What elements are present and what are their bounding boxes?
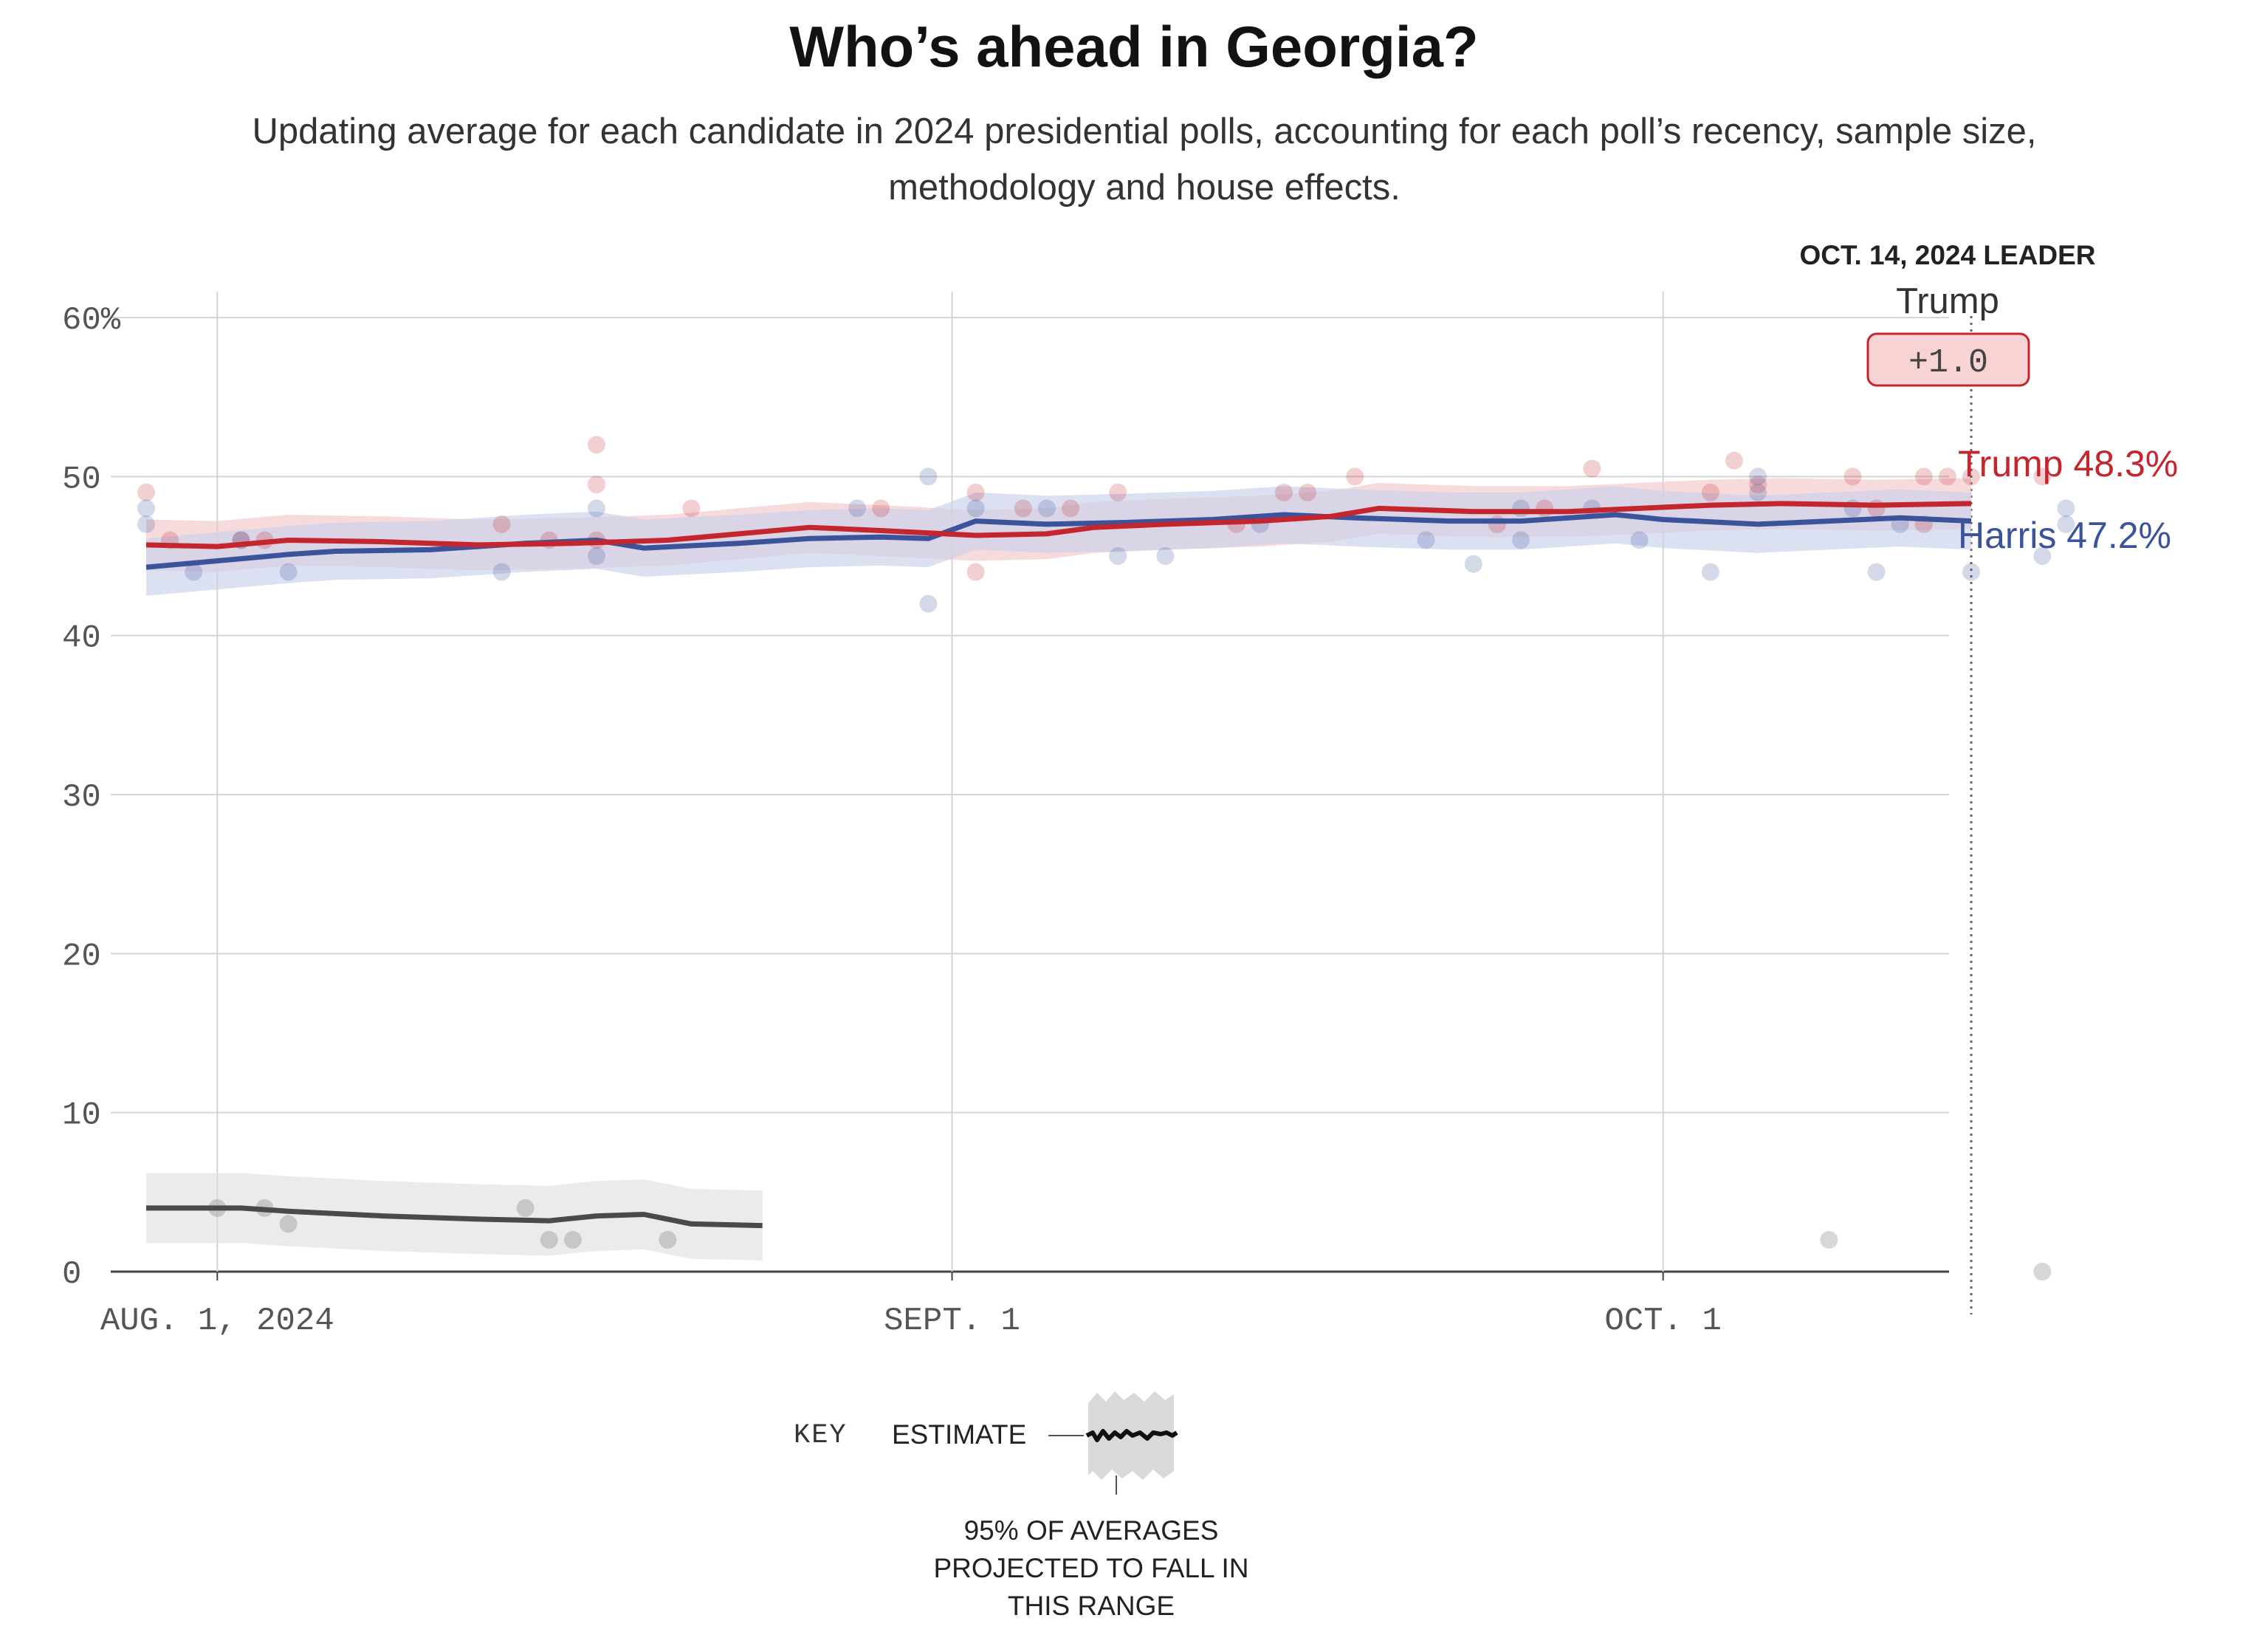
harris-poll-dot xyxy=(1867,563,1886,581)
harris-poll-dot xyxy=(848,499,867,518)
harris-poll-dot xyxy=(2033,547,2052,565)
trump-poll-dot xyxy=(872,499,890,518)
harris-poll-dot xyxy=(919,594,938,613)
key-label: KEY xyxy=(794,1420,848,1451)
trump-poll-dot xyxy=(1701,483,1719,501)
trump-poll-dot xyxy=(1938,467,1956,486)
key-range-text-2: PROJECTED TO FALL IN xyxy=(934,1553,1249,1583)
axis-labels: 0 10 20 30 40 50 60% AUG. 1, 2024 SEPT. 1 OCT. 1 xyxy=(62,302,1722,1340)
trump-poll-dot xyxy=(1488,515,1506,533)
key-estimate-label: ESTIMATE xyxy=(892,1419,1026,1450)
leader-heading: OCT. 14, 2024 LEADER xyxy=(1800,240,2096,270)
harris-poll-dot xyxy=(587,499,605,518)
harris-poll-dot xyxy=(587,547,605,565)
harris-poll-dot xyxy=(1037,499,1056,518)
harris-poll-dot xyxy=(1417,531,1435,549)
trump-poll-dot xyxy=(1536,499,1554,518)
trump-poll-dot xyxy=(966,563,985,581)
harris-poll-dot xyxy=(1630,531,1649,549)
harris-poll-dot xyxy=(1962,563,1980,581)
trump-poll-dot xyxy=(1583,459,1601,478)
harris-poll-dot xyxy=(2057,515,2075,533)
y-tick-label: 60% xyxy=(62,302,121,339)
trump-end-label: Trump 48.3% xyxy=(1958,443,2178,484)
y-tick-label: 30 xyxy=(62,779,101,816)
trump-average-line xyxy=(145,501,1972,549)
harris-average-line xyxy=(145,512,1972,570)
trump-poll-dot xyxy=(1274,483,1293,501)
harris-poll-dot xyxy=(1512,531,1530,549)
y-tick-label: 40 xyxy=(62,620,101,657)
trump-poll-dot xyxy=(1299,483,1317,501)
leader-callout: OCT. 14, 2024 LEADER Trump +1.0 xyxy=(1800,240,2096,387)
y-tick-label: 20 xyxy=(62,938,101,975)
x-tick-label: OCT. 1 xyxy=(1604,1303,1721,1340)
harris-poll-dot xyxy=(1109,547,1127,565)
harris-poll-dot xyxy=(966,499,985,518)
harris-poll-dot xyxy=(279,563,298,581)
harris-poll-dot xyxy=(1701,563,1719,581)
trump-poll-dot xyxy=(1867,499,1886,518)
harris-poll-dot xyxy=(2057,499,2075,518)
harris-end-label: Harris 47.2% xyxy=(1958,515,2171,556)
chart-subtitle: Updating average for each candidate in 2… xyxy=(252,112,2037,208)
other-poll-dot xyxy=(659,1230,677,1249)
y-tick-label: 50 xyxy=(62,461,101,498)
trump-poll-dot xyxy=(1725,451,1743,470)
x-tick-label: SEPT. 1 xyxy=(884,1303,1020,1340)
other-average-line xyxy=(146,1205,763,1229)
trump-poll-dot xyxy=(1014,499,1032,518)
harris-poll-dot xyxy=(1464,555,1482,573)
other-poll-dot xyxy=(2033,1263,2052,1280)
harris-poll-dot xyxy=(492,563,511,581)
leader-name: Trump xyxy=(1896,281,1999,321)
harris-poll-dot xyxy=(1749,483,1767,501)
chart-title: Who’s ahead in Georgia? xyxy=(789,14,1479,79)
trump-poll-dot xyxy=(587,476,605,494)
key-estimate-line xyxy=(1085,1429,1178,1442)
trump-poll-dot xyxy=(682,499,701,518)
trump-poll-dot xyxy=(137,483,155,501)
gridlines xyxy=(111,292,1973,1314)
harris-poll-dot xyxy=(185,563,203,581)
key-range-text-3: THIS RANGE xyxy=(1008,1591,1175,1621)
leader-margin: +1.0 xyxy=(1908,344,1988,382)
key-range-text-1: 95% OF AVERAGES xyxy=(964,1515,1219,1546)
y-tick-label: 0 xyxy=(62,1256,81,1293)
trump-poll-dot xyxy=(1914,467,1933,486)
y-tick-label: 10 xyxy=(62,1097,101,1134)
trump-poll-dot xyxy=(1749,476,1767,494)
leader-margin-box xyxy=(1866,332,2030,387)
other-poll-dot xyxy=(540,1230,558,1249)
trump-poll-dot xyxy=(1843,467,1862,486)
other-poll-dot xyxy=(1820,1230,1838,1249)
trump-poll-dot xyxy=(492,515,511,533)
harris-poll-dot xyxy=(137,499,155,518)
other-poll-dot xyxy=(516,1199,535,1217)
harris-poll-dot xyxy=(919,467,938,486)
other-poll-dot xyxy=(563,1230,582,1249)
average-lines xyxy=(145,501,1972,1229)
trump-poll-dot xyxy=(1962,467,1980,486)
trump-poll-dot xyxy=(587,436,605,454)
confidence-bands xyxy=(146,478,1971,1261)
harris-poll-dot xyxy=(137,515,155,533)
trump-poll-dot xyxy=(966,483,985,501)
trump-poll-dot xyxy=(1346,467,1364,486)
trump-poll-dot xyxy=(1062,499,1080,518)
trump-poll-dot xyxy=(1109,483,1127,501)
harris-poll-dot xyxy=(1156,547,1175,565)
other-poll-dot xyxy=(279,1215,298,1233)
x-tick-label: AUG. 1, 2024 xyxy=(100,1303,334,1340)
trump-poll-dot xyxy=(2033,467,2052,486)
harris-poll-dot xyxy=(1749,467,1767,486)
harris-poll-dot xyxy=(1512,499,1530,518)
key-legend: KEY ESTIMATE 95% OF AVERAGES PROJECTED T… xyxy=(794,1391,1248,1621)
